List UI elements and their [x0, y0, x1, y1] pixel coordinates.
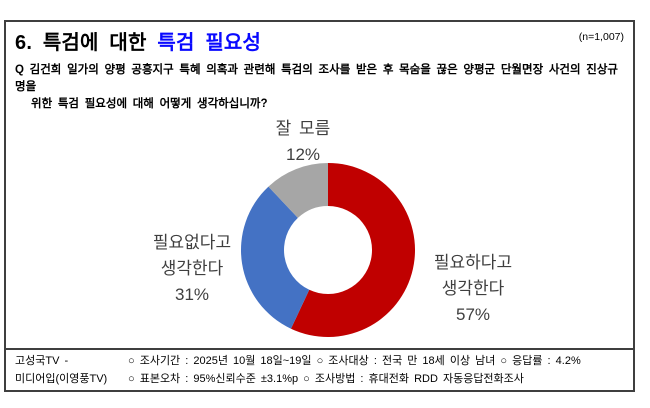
survey-source: 고성국TV - 미디어입(이영풍TV): [15, 352, 128, 388]
survey-question-line2: 위한 특검 필요성에 대해 어떻게 생각하십니까?: [31, 98, 268, 110]
slice-label-line: 생각한다: [441, 279, 505, 298]
slice-label-line: 31%: [174, 285, 210, 304]
survey-detail-line2: ○ 표본오차 : 95%신뢰수준 ±3.1%p ○ 조사방법 : 휴대전화 RD…: [128, 373, 524, 385]
slice-label-line: 12%: [285, 145, 321, 164]
survey-question: Q 김건희 일가의 양평 공흥지구 특혜 의혹과 관련해 특검의 조사를 받은 …: [15, 62, 627, 113]
slice-label-line: 필요없다고: [152, 233, 232, 252]
page-title-prefix: 6. 특검에 대한: [15, 32, 158, 54]
survey-details: ○ 조사기간 : 2025년 10월 18일~19일 ○ 조사대상 : 전국 만…: [128, 352, 629, 388]
survey-source-line2: 미디어입(이영풍TV): [15, 373, 108, 385]
donut-chart-svg: [240, 163, 416, 337]
slice-label-line: 57%: [455, 305, 491, 324]
sample-size-label: (n=1,007): [578, 31, 624, 43]
page-title-highlight: 특검 필요성: [157, 32, 262, 54]
donut-slice-2: [268, 163, 328, 218]
donut-slice-0: [290, 163, 416, 337]
footer-divider: [4, 348, 635, 350]
page-title: 6. 특검에 대한 특검 필요성: [15, 26, 261, 55]
survey-source-line1: 고성국TV -: [15, 355, 69, 367]
survey-question-line1: Q 김건희 일가의 양평 공흥지구 특혜 의혹과 관련해 특검의 조사를 받은 …: [15, 64, 619, 93]
slice-label-line: 필요하다고: [433, 253, 513, 272]
survey-detail-line1: ○ 조사기간 : 2025년 10월 18일~19일 ○ 조사대상 : 전국 만…: [128, 355, 581, 367]
slide-frame: 6. 특검에 대한 특검 필요성 (n=1,007) Q 김건희 일가의 양평 …: [4, 20, 635, 392]
slice-label-line: 잘 모름: [275, 119, 331, 138]
donut-slice-1: [240, 186, 310, 329]
slice-label-line: 생각한다: [160, 259, 224, 278]
slice-label-dont-know: 잘 모름 12%: [237, 116, 369, 168]
survey-methodology-footer: 고성국TV - 미디어입(이영풍TV) ○ 조사기간 : 2025년 10월 1…: [15, 352, 629, 388]
donut-chart: 필요하다고 생각한다 57% 필요없다고 생각한다 31% 잘 모름 12%: [6, 22, 633, 390]
